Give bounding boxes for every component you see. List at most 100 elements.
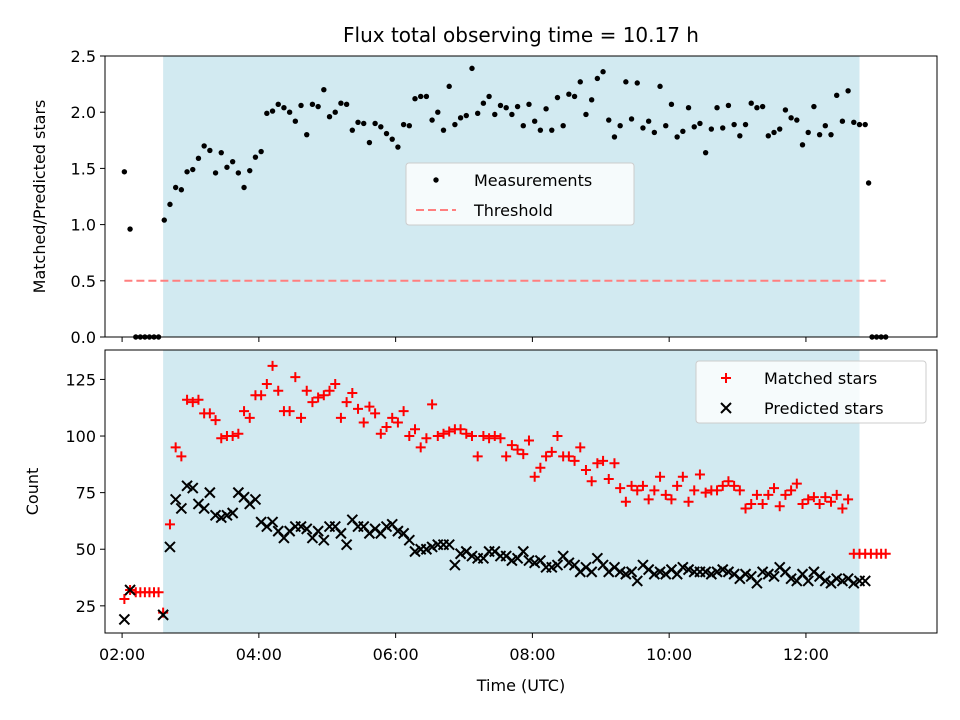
data-point (666, 494, 677, 505)
data-point (347, 388, 358, 399)
data-point (444, 426, 455, 437)
data-point (611, 134, 618, 140)
data-point (273, 385, 284, 396)
data-point (235, 170, 242, 176)
data-point (318, 534, 330, 546)
legend-box (695, 360, 927, 424)
data-point (423, 93, 430, 100)
data-point (754, 105, 760, 111)
data-point (264, 110, 270, 117)
data-point (791, 478, 802, 489)
data-point (799, 142, 806, 148)
data-point (501, 451, 512, 462)
data-point (463, 112, 469, 119)
data-point (828, 131, 834, 138)
data-point (404, 431, 415, 442)
data-point (400, 121, 407, 128)
data-point (241, 184, 247, 191)
data-point (609, 458, 620, 469)
legend-marker (433, 177, 439, 183)
data-point (645, 118, 652, 124)
y-tick-label: 125 (65, 370, 96, 389)
data-point (845, 88, 851, 94)
data-point (449, 559, 461, 571)
data-point (176, 451, 187, 462)
data-point (457, 115, 464, 121)
data-point (751, 577, 763, 589)
data-point (625, 566, 638, 578)
data-point (634, 80, 640, 86)
data-point (786, 485, 797, 496)
data-point (119, 594, 130, 605)
data-point (560, 122, 566, 129)
y-tick-label: 1.0 (71, 216, 96, 235)
data-point (427, 399, 438, 410)
legend: Matched stars Predicted stars (695, 360, 927, 424)
data-point (577, 79, 583, 85)
data-point (301, 385, 312, 396)
data-point (492, 111, 498, 118)
data-point (657, 83, 663, 90)
data-point (267, 360, 278, 371)
data-point (366, 139, 373, 146)
data-point (438, 428, 449, 439)
data-point (338, 100, 344, 106)
data-point (182, 394, 193, 405)
data-point (207, 147, 213, 154)
x-tick-label: 04:00 (236, 645, 282, 664)
data-point (746, 498, 757, 509)
data-point (771, 129, 777, 136)
data-point (292, 118, 299, 124)
data-point (643, 494, 654, 505)
data-point (822, 122, 829, 129)
data-point (723, 476, 734, 487)
data-point (814, 498, 825, 509)
data-point (378, 124, 384, 130)
data-point (777, 126, 783, 132)
data-point (780, 489, 791, 500)
data-point (569, 455, 580, 466)
data-point (531, 118, 538, 124)
data-point (583, 111, 589, 118)
data-point (546, 446, 557, 457)
data-point (383, 130, 390, 137)
data-point (256, 390, 267, 401)
data-point (178, 187, 185, 193)
data-point (190, 166, 196, 173)
data-point (660, 489, 671, 500)
data-point (261, 378, 272, 389)
data-point (210, 415, 221, 426)
data-point (195, 155, 202, 161)
data-point (529, 471, 540, 482)
legend-label: Matched stars (764, 369, 877, 388)
y-tick-label: 100 (65, 427, 96, 446)
data-point (495, 433, 506, 444)
data-point (503, 105, 509, 111)
data-point (198, 502, 210, 515)
y-tick-label: 25 (76, 597, 96, 616)
data-point (247, 167, 253, 174)
data-point (685, 105, 692, 111)
data-point (512, 444, 523, 455)
data-point (489, 431, 500, 442)
data-point (398, 406, 409, 417)
data-point (802, 575, 814, 587)
data-point (651, 129, 658, 136)
x-tick-label: 12:00 (783, 645, 829, 664)
data-point (497, 102, 504, 109)
data-point (381, 421, 392, 432)
data-point (769, 483, 780, 494)
data-point (224, 164, 230, 170)
data-point (683, 496, 694, 507)
data-point (717, 480, 728, 491)
data-point (575, 442, 586, 453)
data-point (410, 424, 421, 435)
data-point (175, 502, 188, 515)
data-point (566, 91, 572, 97)
data-point (674, 134, 680, 140)
data-point (509, 111, 515, 118)
data-point (372, 120, 378, 127)
data-point (668, 101, 675, 108)
data-point (820, 492, 831, 503)
data-point (169, 493, 182, 506)
